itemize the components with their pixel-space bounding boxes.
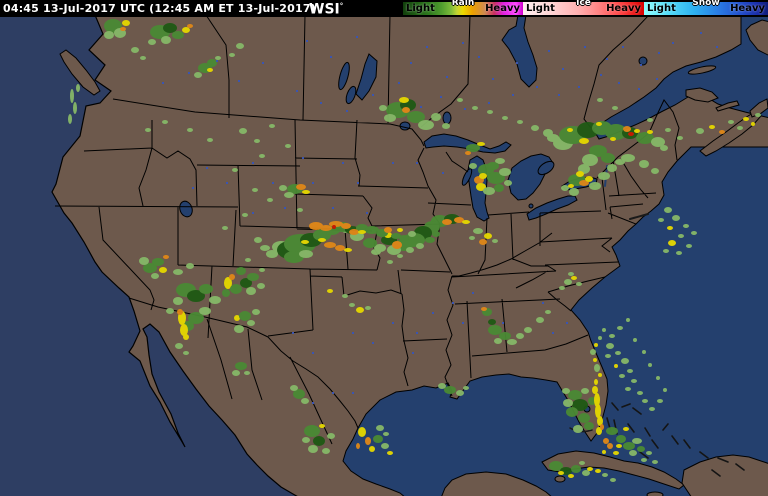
us-state-borders [54, 98, 680, 397]
legend-ice-heavy: Heavy [606, 3, 641, 14]
legend-snow-light: Light [647, 3, 676, 14]
canada-province-borders [206, 17, 648, 129]
legend-snow-heavy: Heavy [730, 3, 765, 14]
state-borders [54, 17, 680, 445]
hispaniola [681, 454, 768, 496]
lake-winnipeg [355, 53, 378, 101]
nova-scotia [699, 111, 762, 157]
legend-snow-label: Snow [692, 0, 720, 8]
legend-rain-label: Rain [451, 0, 475, 8]
cape-breton [749, 98, 768, 118]
legend-rain-heavy: Heavy [485, 3, 520, 14]
gaspe-peninsula [685, 87, 719, 103]
legend-group-rain: Rain Light Heavy [403, 0, 523, 15]
st-lawrence-gulf [592, 17, 768, 140]
vancouver-island [59, 49, 101, 96]
lac-st-jean [638, 56, 648, 66]
isle-of-youth [554, 475, 566, 483]
lake-superior [423, 133, 512, 154]
wsi-logo-mark: ° [339, 2, 344, 11]
green-bay [461, 168, 473, 186]
lake-st-clair [528, 203, 534, 209]
atlantic-gulf-of-mexico [342, 146, 768, 496]
legend-rain-light: Light [406, 3, 435, 14]
legend-group-snow: Snow Light Heavy [644, 0, 768, 15]
wsi-logo: WSI° [309, 0, 349, 18]
prince-edward-island [715, 100, 740, 112]
jamaica [646, 491, 664, 496]
lake-of-the-woods [399, 121, 411, 131]
timestamp-title: 04:45 13-Jul-2017 UTC (12:45 AM ET 13-Ju… [3, 2, 316, 15]
cuba [541, 450, 685, 490]
small-water-bodies-layer [162, 32, 718, 404]
radar-map[interactable] [0, 17, 768, 496]
precip-legend: Rain Light Heavy Ice Light Heavy Snow Li… [403, 0, 768, 17]
lake-nipigon [442, 111, 452, 125]
long-island [629, 213, 649, 220]
wsi-logo-text: WSI [309, 1, 340, 18]
header-bar: 04:45 13-Jul-2017 UTC (12:45 AM ET 13-Ju… [0, 0, 768, 17]
legend-ice-light: Light [526, 3, 555, 14]
mexico-borders [128, 297, 359, 445]
anticosti-island [687, 65, 717, 75]
newfoundland [745, 19, 768, 56]
legend-ice-label: Ice [576, 0, 591, 8]
georgian-bay [537, 160, 555, 176]
legend-group-ice: Ice Light Heavy [523, 0, 644, 15]
radar-echoes-layer [68, 19, 761, 482]
james-bay [501, 17, 538, 88]
